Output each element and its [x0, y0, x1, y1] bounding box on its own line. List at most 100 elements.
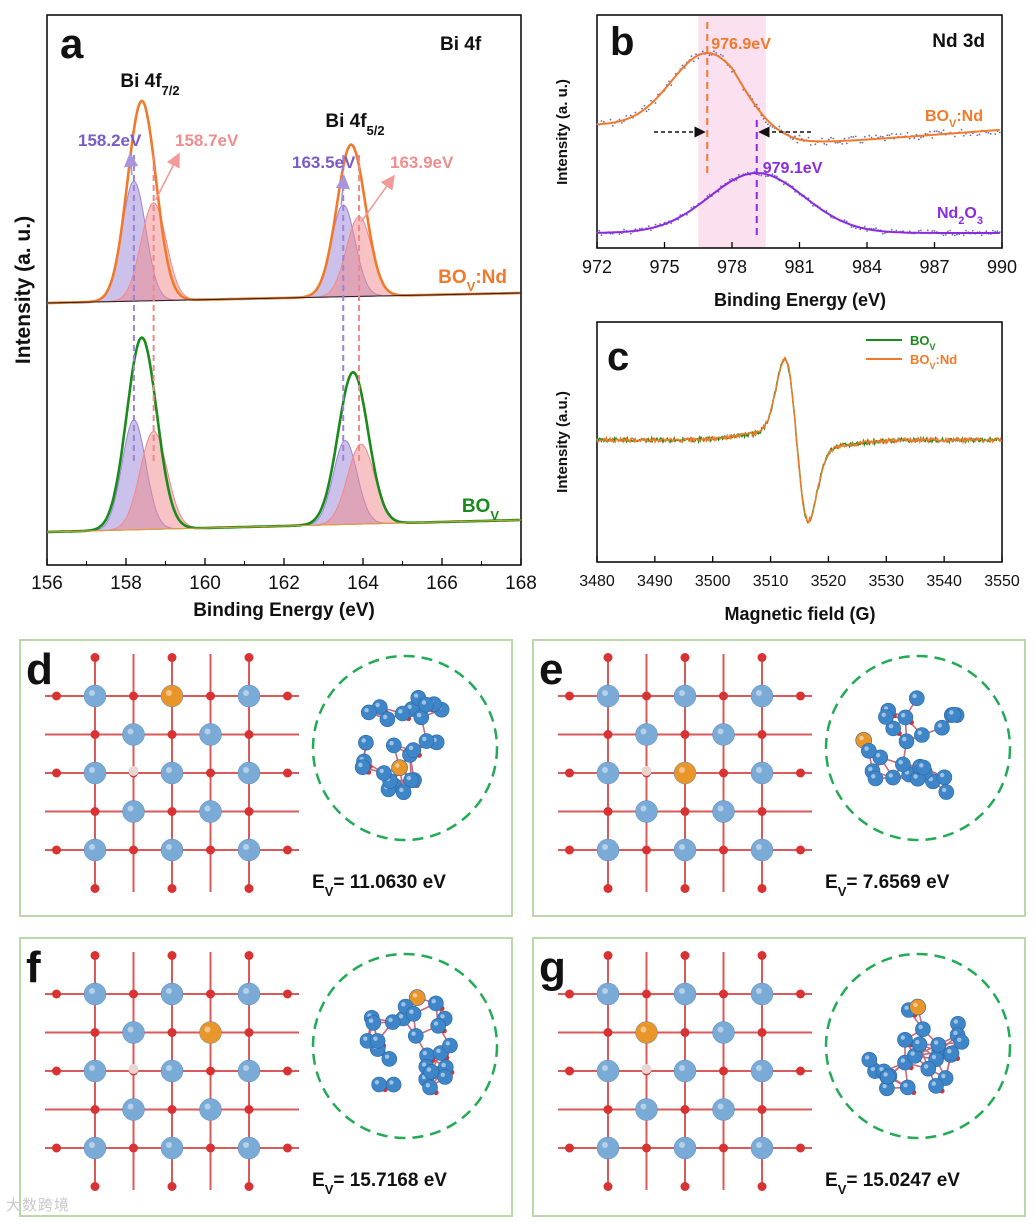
atom-highlight	[166, 1142, 172, 1148]
cluster-atom	[369, 1033, 386, 1049]
atom-highlight	[426, 1067, 432, 1072]
oxygen-atom	[90, 653, 100, 662]
bi-atom	[83, 838, 107, 862]
raw-data-point	[971, 229, 974, 232]
oxygen-atom	[129, 845, 138, 855]
raw-data-point	[843, 137, 846, 140]
atom-highlight	[602, 767, 608, 773]
raw-data-point	[706, 195, 709, 197]
raw-data-point	[609, 118, 612, 121]
atom-highlight	[89, 767, 95, 773]
atom-highlight	[441, 1062, 446, 1068]
series-label: Nd2O3	[937, 205, 983, 227]
series-label: BOV:Nd	[438, 267, 507, 294]
raw-data-point	[884, 232, 886, 235]
raw-data-point	[854, 227, 857, 230]
raw-data-point	[992, 229, 994, 232]
vacancy-energy-label: EV= 11.0630 eV	[312, 872, 446, 899]
raw-data-point	[634, 228, 637, 231]
atom-highlight	[679, 1065, 685, 1071]
nd-atom	[160, 684, 184, 708]
bi-atom	[673, 982, 697, 1006]
cluster-3d	[359, 989, 458, 1096]
raw-data-point	[854, 135, 857, 138]
atom-highlight	[375, 702, 380, 708]
peak-group-label-part: Bi 4f	[120, 71, 162, 92]
atom-highlight	[875, 753, 881, 758]
oxygen-atom	[719, 1143, 728, 1153]
atom-highlight	[903, 1083, 908, 1088]
component-energy-label: 158.7eV	[175, 131, 239, 150]
raw-data-point	[600, 120, 603, 122]
cluster-atom	[938, 784, 955, 800]
raw-data-point	[737, 173, 740, 176]
oxygen-atom	[796, 768, 805, 778]
bi-atom	[83, 761, 107, 785]
panel-letter: g	[539, 943, 566, 992]
raw-data-point	[935, 130, 938, 133]
x-tick-label: 972	[582, 257, 612, 277]
raw-data-point	[638, 227, 641, 230]
series-label-part: :Nd	[956, 108, 983, 125]
raw-data-point	[794, 135, 796, 138]
bi-atom	[596, 1136, 620, 1160]
bi-atom	[596, 1059, 620, 1083]
oxygen-atom	[719, 845, 728, 855]
atom-highlight	[440, 1014, 445, 1019]
atom-highlight	[89, 844, 95, 850]
atom-highlight	[408, 745, 414, 751]
x-tick-label: 3500	[695, 573, 731, 590]
atom-highlight	[406, 775, 412, 781]
raw-data-point	[791, 138, 794, 141]
oxygen-atom	[167, 951, 177, 960]
raw-data-point	[956, 233, 958, 236]
atom-highlight	[421, 700, 427, 705]
raw-data-point	[618, 233, 621, 235]
component-arrow	[360, 174, 395, 223]
atom-highlight	[937, 723, 942, 728]
cluster-atom	[385, 1076, 402, 1093]
atom-highlight	[389, 1080, 394, 1085]
cluster-atom	[365, 1015, 382, 1031]
raw-data-point	[913, 137, 916, 140]
raw-data-point	[866, 230, 868, 232]
oxygen-vacancy	[641, 766, 652, 776]
peak-group-label: Bi 4f7/2	[120, 71, 179, 98]
oxygen-atom	[244, 1105, 254, 1114]
raw-data-point	[962, 234, 965, 237]
oxygen-atom	[757, 1105, 767, 1114]
lattice-2d	[558, 653, 812, 893]
bi-atom	[635, 723, 658, 746]
bi-atom	[673, 838, 697, 862]
lattice-2d	[45, 653, 299, 893]
raw-data-point	[796, 141, 799, 144]
raw-data-point	[641, 107, 643, 110]
legend-label-part: BO	[910, 333, 930, 348]
atom-highlight	[389, 741, 394, 746]
oxygen-atom	[796, 1143, 805, 1153]
atom-highlight	[904, 1005, 909, 1010]
oxygen-atom	[603, 1028, 613, 1037]
panel-b-plot: 976.9eV 979.1eV BOV:Nd Nd2O3	[596, 22, 1001, 240]
cluster-atom	[879, 1068, 896, 1085]
atom-highlight	[756, 690, 762, 696]
peak-group-label-part: Bi 4f	[325, 111, 367, 132]
oxygen-atom	[796, 691, 805, 701]
raw-data-point	[931, 230, 934, 232]
raw-data-point	[668, 80, 670, 83]
atom-highlight	[957, 1037, 962, 1043]
component-arrow	[154, 152, 180, 201]
cluster-atom	[385, 737, 402, 754]
atom-highlight	[953, 1030, 958, 1036]
x-tick-label: 3530	[868, 573, 904, 590]
atom-highlight	[89, 1142, 95, 1148]
oxygen-atom	[129, 989, 138, 999]
bi-atom	[237, 761, 261, 785]
raw-data-point	[722, 55, 724, 57]
component-energy-label: 163.5eV	[292, 153, 356, 172]
raw-data-point	[728, 178, 731, 181]
atom-highlight	[166, 988, 172, 994]
bi-atom	[122, 1098, 145, 1121]
oxygen-atom	[52, 989, 61, 999]
atom-highlight	[901, 713, 906, 718]
